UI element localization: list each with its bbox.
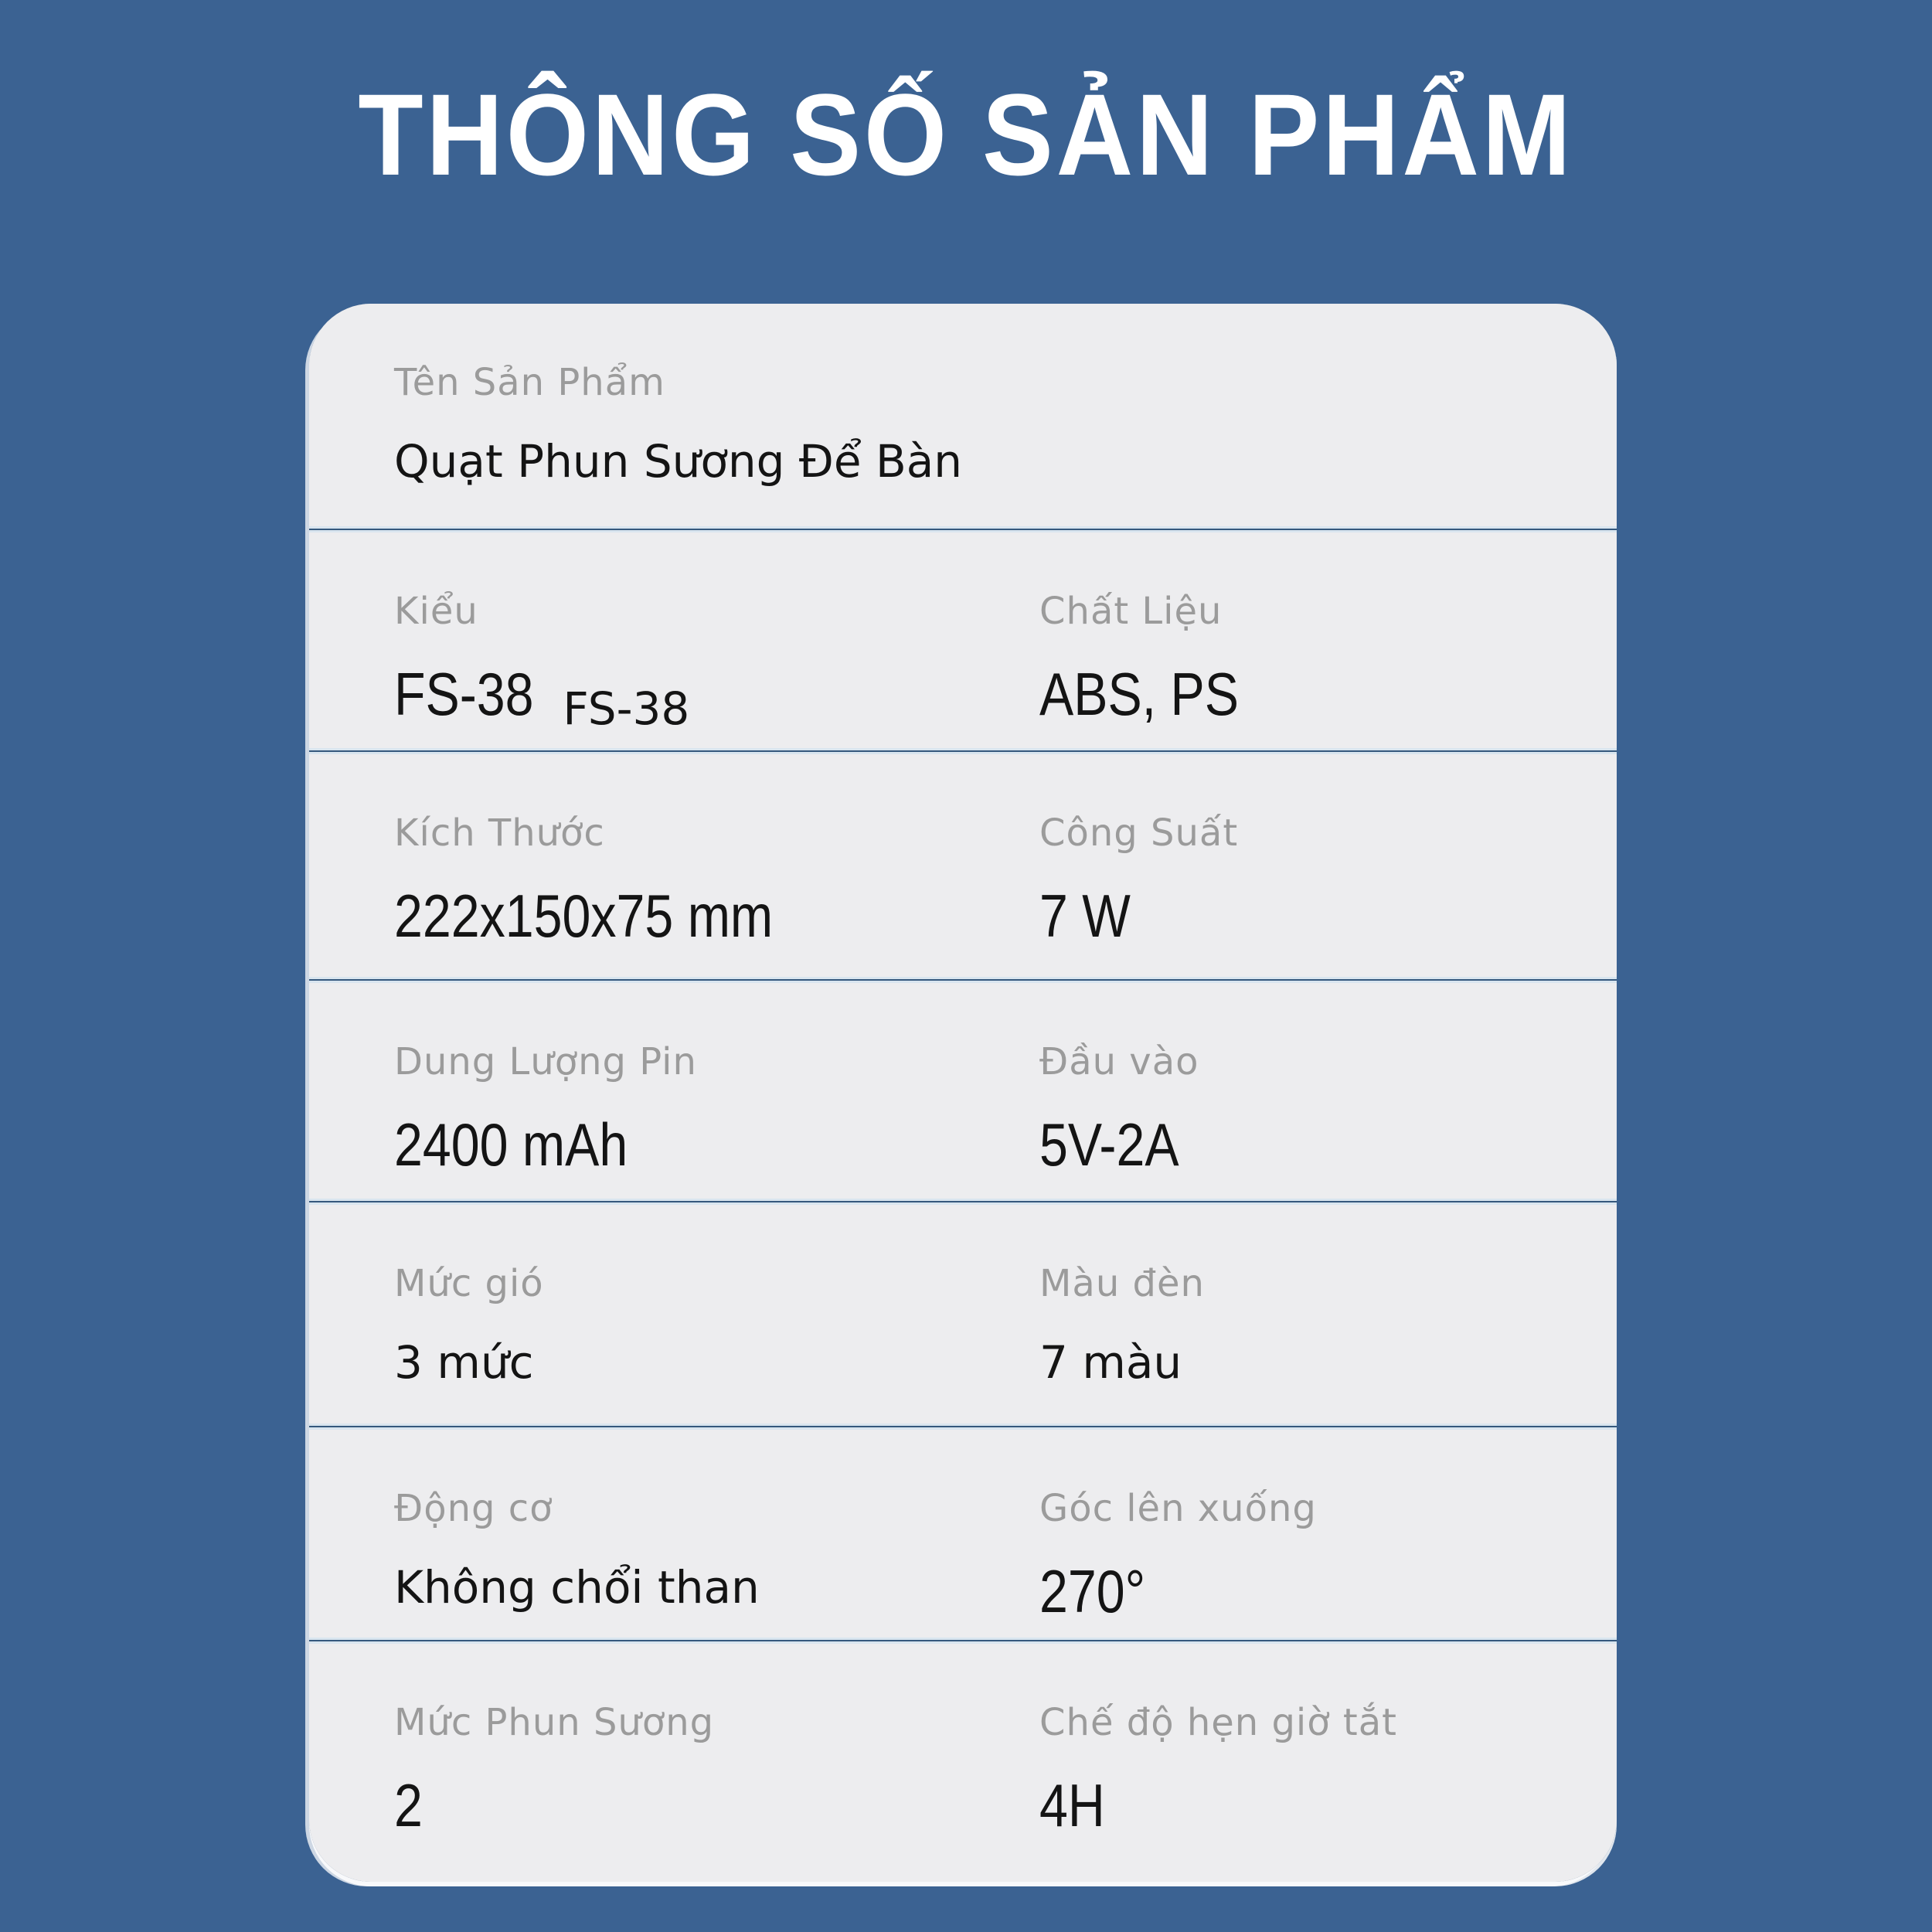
spec-label: Góc lên xuống xyxy=(1039,1487,1317,1531)
spec-value-secondary: FS-38 xyxy=(563,682,690,736)
spec-value: 270° xyxy=(1039,1561,1586,1624)
spec-cell-timer: Chế độ hẹn giờ tắt 4H xyxy=(1039,1644,1617,1882)
spec-value-text: ABS, PS xyxy=(1039,660,1239,729)
spec-value: Không chổi than xyxy=(394,1561,760,1614)
spec-cell-wind-levels: Mức gió 3 mức xyxy=(309,1205,1039,1423)
spec-value: 7 màu xyxy=(1039,1335,1182,1389)
spec-cell-light-color: Màu đèn 7 màu xyxy=(1039,1205,1617,1423)
table-row-model-material: Kiểu FS-38 FS-38 Chất Liệu ABS, PS xyxy=(309,532,1617,748)
spec-table: Tên Sản Phẩm Quạt Phun Sương Để Bàn Kiểu… xyxy=(309,304,1617,1882)
spec-value-text: 5V-2A xyxy=(1039,1111,1179,1179)
spec-value: 2400 mAh xyxy=(394,1114,1039,1178)
spec-value-text: 2 xyxy=(394,1771,423,1840)
spec-value: ABS, PS xyxy=(1039,664,1586,727)
spec-label: Động cơ xyxy=(394,1487,553,1531)
table-row-motor-angle: Động cơ Không chổi than Góc lên xuống 27… xyxy=(309,1430,1617,1638)
spec-cell-size: Kích Thước 222x150x75 mm xyxy=(309,754,1039,977)
spec-label: Chất Liệu xyxy=(1039,590,1223,634)
spec-cell-battery: Dung Lượng Pin 2400 mAh xyxy=(309,983,1039,1199)
table-row-windlevels-lightcolor: Mức gió 3 mức Màu đèn 7 màu xyxy=(309,1204,1617,1424)
page-header: THÔNG SỐ SẢN PHẨM xyxy=(0,68,1932,202)
spec-value: 5V-2A xyxy=(1039,1114,1586,1178)
spec-cell-model: Kiểu FS-38 FS-38 xyxy=(309,532,1039,748)
spec-cell-product-name: Tên Sản Phẩm Quạt Phun Sương Để Bàn xyxy=(309,304,1617,526)
spec-value: 3 mức xyxy=(394,1335,534,1389)
spec-label: Đầu vào xyxy=(1039,1040,1199,1084)
spec-value-text: 4H xyxy=(1039,1771,1105,1840)
spec-label: Chế độ hẹn giờ tắt xyxy=(1039,1701,1397,1745)
spec-value: Quạt Phun Sương Để Bàn xyxy=(394,435,963,488)
spec-label: Mức gió xyxy=(394,1261,544,1305)
spec-cell-input: Đầu vào 5V-2A xyxy=(1039,983,1617,1199)
spec-label: Màu đèn xyxy=(1039,1261,1205,1305)
spec-value-text: 2400 mAh xyxy=(394,1111,628,1179)
spec-value: 4H xyxy=(1039,1775,1586,1838)
spec-cell-mist-levels: Mức Phun Sương 2 xyxy=(309,1644,1039,1882)
spec-cell-material: Chất Liệu ABS, PS xyxy=(1039,532,1617,748)
spec-cell-power: Công Suất 7 W xyxy=(1039,754,1617,977)
spec-label: Kích Thước xyxy=(394,811,605,855)
spec-value: 2 xyxy=(394,1775,1039,1838)
spec-value: 7 W xyxy=(1039,886,1586,949)
spec-value: 222x150x75 mm xyxy=(394,886,1039,949)
spec-label: Kiểu xyxy=(394,590,478,634)
spec-value: FS-38 FS-38 xyxy=(394,660,1039,735)
table-row-product-name: Tên Sản Phẩm Quạt Phun Sương Để Bàn xyxy=(309,304,1617,527)
table-row-size-power: Kích Thước 222x150x75 mm Công Suất 7 W xyxy=(309,753,1617,978)
spec-label: Công Suất xyxy=(1039,811,1239,855)
spec-value-text: 270° xyxy=(1039,1557,1146,1626)
spec-value-text: 222x150x75 mm xyxy=(394,881,774,950)
table-row-battery-input: Dung Lượng Pin 2400 mAh Đầu vào 5V-2A xyxy=(309,983,1617,1199)
spec-cell-motor: Động cơ Không chổi than xyxy=(309,1430,1039,1638)
spec-cell-tilt-angle: Góc lên xuống 270° xyxy=(1039,1430,1617,1638)
spec-label: Tên Sản Phẩm xyxy=(394,361,665,404)
page-title: THÔNG SỐ SẢN PHẨM xyxy=(358,70,1574,199)
table-row-mist-timer: Mức Phun Sương 2 Chế độ hẹn giờ tắt 4H xyxy=(309,1644,1617,1882)
spec-value-main: FS-38 xyxy=(394,660,534,729)
spec-label: Mức Phun Sương xyxy=(394,1701,715,1745)
spec-label: Dung Lượng Pin xyxy=(394,1040,697,1084)
spec-value-text: 7 W xyxy=(1039,881,1131,950)
